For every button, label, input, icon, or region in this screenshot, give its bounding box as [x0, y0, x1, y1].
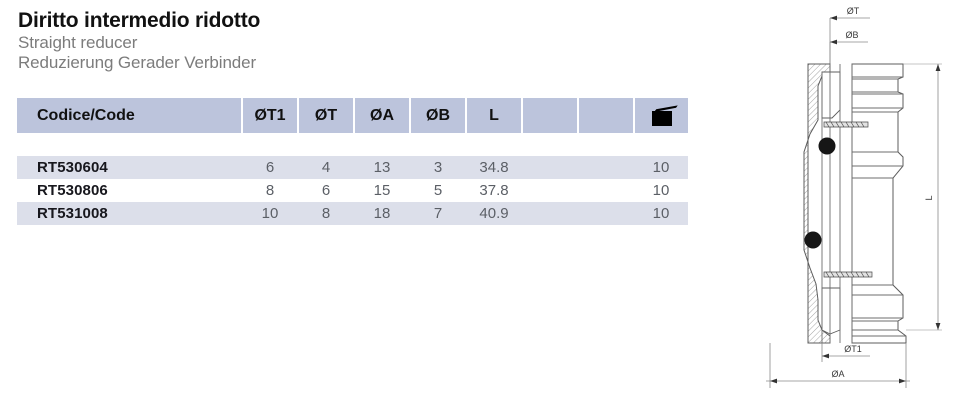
table-spacer-cell [17, 133, 688, 156]
dimension-label-l: L [924, 195, 934, 200]
specification-table: Codice/Code ØT1 ØT ØA ØB L RT530604 6 4 … [17, 98, 688, 225]
package-box-body [651, 110, 672, 126]
cell-package-quantity: 10 [634, 179, 688, 202]
cell-code: RT530604 [17, 156, 242, 179]
cell-blank-1 [522, 179, 578, 202]
technical-drawing: ØT ØB [760, 0, 957, 406]
product-header: Diritto intermedio ridotto Straight redu… [18, 8, 718, 73]
dimension-label-ot: ØT [847, 6, 860, 16]
dimension-lines-bottom: ØT1 ØA [766, 343, 910, 388]
cell-t: 8 [298, 202, 354, 225]
package-box-icon [650, 106, 674, 126]
o-ring-upper [818, 137, 836, 155]
grip-ring-lower [823, 271, 873, 278]
collet-upper [821, 71, 841, 119]
subtitle-english: Straight reducer [18, 33, 138, 52]
column-header-code: Codice/Code [17, 98, 243, 133]
cell-l: 34.8 [466, 156, 522, 179]
cell-blank-2 [578, 179, 634, 202]
cell-t1: 10 [242, 202, 298, 225]
cell-a: 18 [354, 202, 410, 225]
cell-a: 13 [354, 156, 410, 179]
cell-t: 6 [298, 179, 354, 202]
table-header-row: Codice/Code ØT1 ØT ØA ØB L [17, 98, 688, 133]
cell-l: 40.9 [466, 202, 522, 225]
cell-b: 7 [410, 202, 466, 225]
dimension-label-oa: ØA [831, 369, 844, 379]
cell-code: RT530806 [17, 179, 242, 202]
dimension-label-ob: ØB [845, 30, 858, 40]
table-spacer-row [17, 133, 688, 156]
cell-blank-1 [522, 202, 578, 225]
column-header-diameter-b: ØB [410, 98, 467, 133]
cell-b: 3 [410, 156, 466, 179]
cell-t1: 6 [242, 156, 298, 179]
cell-blank-2 [578, 202, 634, 225]
cell-b: 5 [410, 179, 466, 202]
fitting-outer-profile [851, 63, 907, 344]
dimension-lines-top: ØT ØB [829, 6, 870, 64]
fitting-cross-section-svg: ØT ØB [766, 6, 942, 388]
column-header-package-quantity [634, 98, 688, 133]
subtitle-german: Reduzierung Gerader Verbinder [18, 53, 257, 72]
o-ring-lower [804, 231, 822, 249]
cell-t1: 8 [242, 179, 298, 202]
cell-a: 15 [354, 179, 410, 202]
cell-code: RT531008 [17, 202, 242, 225]
cell-l: 37.8 [466, 179, 522, 202]
cell-blank-2 [578, 156, 634, 179]
column-header-blank-1 [522, 98, 579, 133]
cell-t: 4 [298, 156, 354, 179]
page-title: Diritto intermedio ridotto [18, 9, 261, 32]
column-header-blank-2 [578, 98, 635, 133]
grip-ring-upper [823, 121, 869, 128]
column-header-diameter-t: ØT [298, 98, 355, 133]
dimension-lines-right: L [903, 63, 942, 331]
cell-blank-1 [522, 156, 578, 179]
column-header-diameter-t1: ØT1 [242, 98, 299, 133]
cell-package-quantity: 10 [634, 156, 688, 179]
table-row[interactable]: RT530604 6 4 13 3 34.8 10 [17, 156, 688, 179]
cell-package-quantity: 10 [634, 202, 688, 225]
column-header-length: L [466, 98, 523, 133]
column-header-diameter-a: ØA [354, 98, 411, 133]
fitting-body [803, 63, 907, 344]
table-row[interactable]: RT530806 8 6 15 5 37.8 10 [17, 179, 688, 202]
dimension-label-ot1: ØT1 [844, 344, 862, 354]
table-row[interactable]: RT531008 10 8 18 7 40.9 10 [17, 202, 688, 225]
collet-lower [821, 287, 841, 335]
